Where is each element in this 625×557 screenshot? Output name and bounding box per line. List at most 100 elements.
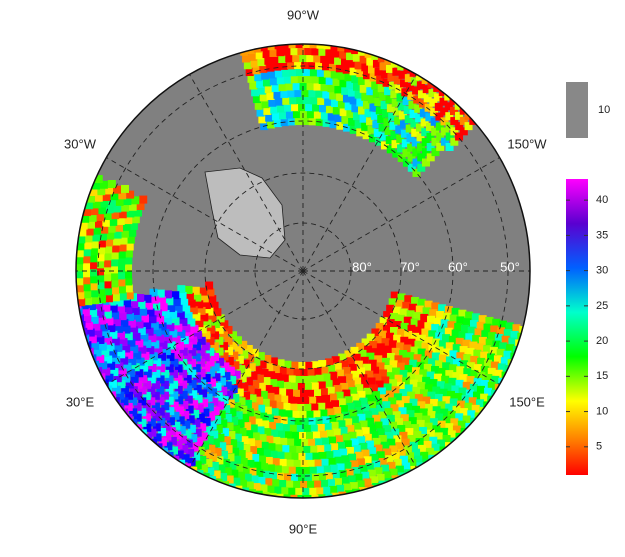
data-pixel [410, 318, 419, 327]
data-pixel [423, 363, 432, 372]
data-pixel [394, 374, 403, 383]
data-pixel [393, 321, 402, 330]
data-pixel [397, 362, 406, 371]
data-pixel [407, 91, 416, 100]
data-pixel [339, 405, 348, 414]
data-pixel [276, 359, 285, 368]
data-pixel [244, 345, 253, 354]
data-pixel [250, 348, 259, 357]
data-pixel [354, 451, 363, 460]
data-pixel [283, 431, 292, 440]
data-pixel [343, 440, 352, 449]
data-pixel [446, 390, 455, 399]
data-pixel [452, 405, 461, 414]
data-pixel [425, 447, 434, 456]
data-pixel [473, 378, 482, 387]
data-pixel [496, 348, 505, 357]
data-pixel [96, 309, 105, 318]
data-pixel [229, 341, 238, 350]
data-pixel [400, 336, 409, 345]
data-pixel [119, 236, 128, 245]
data-pixel [133, 351, 142, 360]
data-pixel [156, 334, 165, 343]
data-pixel [109, 217, 118, 226]
data-pixel [215, 347, 224, 356]
data-pixel [180, 401, 189, 410]
data-pixel [237, 450, 246, 459]
data-pixel [327, 479, 336, 488]
data-pixel [118, 292, 127, 301]
data-pixel [414, 340, 423, 349]
data-pixel [424, 322, 433, 331]
data-pixel [392, 107, 401, 116]
data-pixel [187, 457, 196, 466]
data-pixel [264, 385, 273, 394]
data-pixel [492, 340, 501, 349]
data-pixel [357, 436, 366, 445]
data-pixel [454, 393, 463, 402]
data-pixel [512, 324, 521, 333]
data-pixel [290, 361, 299, 370]
data-pixel [216, 433, 225, 442]
data-pixel [156, 386, 165, 395]
data-pixel [309, 424, 318, 433]
data-pixel [146, 346, 155, 355]
data-pixel [445, 142, 454, 151]
data-pixel [421, 158, 430, 167]
data-pixel [466, 376, 475, 385]
data-pixel [389, 121, 398, 130]
data-pixel [151, 380, 160, 389]
data-pixel [489, 347, 498, 356]
data-pixel [363, 433, 372, 442]
data-pixel [297, 431, 306, 440]
data-pixel [316, 423, 325, 432]
data-pixel [150, 295, 159, 304]
data-pixel [329, 120, 338, 129]
data-pixel [125, 350, 134, 359]
data-pixel [357, 390, 366, 399]
data-pixel [115, 197, 124, 206]
data-pixel [97, 288, 106, 297]
data-pixel [240, 350, 249, 359]
data-pixel [143, 369, 152, 378]
data-pixel [213, 308, 222, 317]
data-pixel [249, 371, 258, 380]
data-pixel [151, 340, 160, 349]
data-pixel [427, 410, 436, 419]
data-pixel [346, 80, 355, 89]
data-pixel [468, 397, 477, 406]
data-pixel [278, 83, 287, 92]
data-pixel [219, 419, 228, 428]
data-pixel [299, 110, 308, 119]
data-pixel [390, 130, 399, 139]
data-pixel [372, 437, 381, 446]
data-pixel [378, 123, 387, 132]
data-pixel [308, 89, 317, 98]
data-pixel [401, 438, 410, 447]
data-pixel [294, 466, 303, 475]
data-pixel [466, 362, 475, 371]
data-pixel [435, 346, 444, 355]
data-pixel [355, 407, 364, 416]
data-pixel [428, 344, 437, 353]
data-pixel [109, 304, 118, 313]
data-pixel [420, 313, 429, 322]
data-pixel [122, 344, 131, 353]
meridian [302, 270, 500, 385]
data-pixel [370, 431, 379, 440]
data-pixel [118, 210, 127, 219]
data-pixel [374, 98, 383, 107]
data-pixel [171, 411, 180, 420]
data-pixel [215, 456, 224, 465]
data-pixel [81, 308, 90, 317]
data-pixel [348, 409, 357, 418]
data-pixel [414, 412, 423, 421]
data-pixel [471, 313, 480, 322]
data-pixel [342, 65, 351, 74]
data-pixel [295, 44, 304, 49]
data-pixel [360, 356, 369, 365]
data-pixel [82, 207, 91, 216]
data-pixel [449, 350, 458, 359]
data-pixel [428, 89, 437, 98]
data-pixel [265, 113, 274, 122]
